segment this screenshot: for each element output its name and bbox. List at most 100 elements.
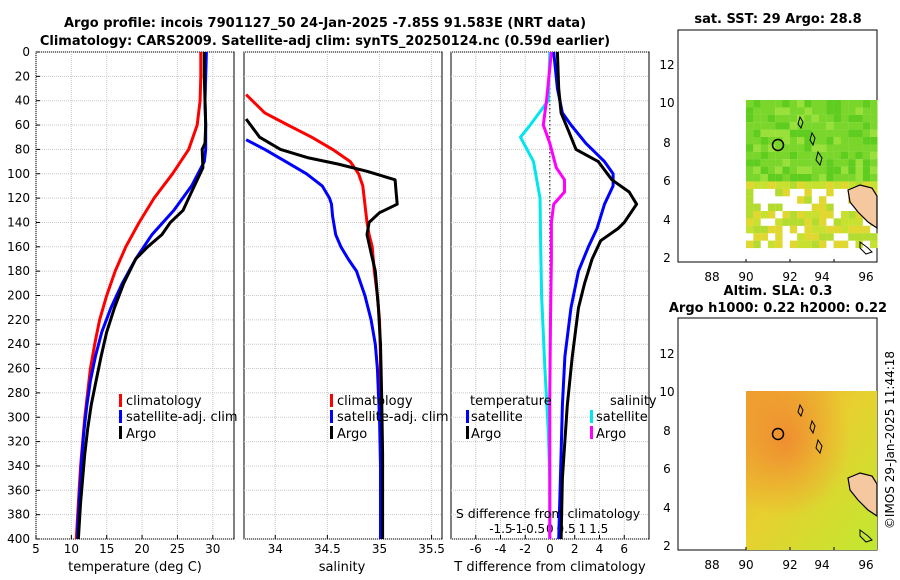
sst-cell — [767, 107, 776, 115]
sst-cell — [753, 144, 761, 152]
sst-map-island — [859, 241, 873, 255]
sla-x-tick-label: 96 — [858, 558, 873, 572]
sla-map-field-highlight — [746, 391, 877, 550]
depth-tick-label: 340 — [7, 459, 30, 473]
sst-cell — [855, 211, 863, 219]
sst-cell — [797, 211, 805, 219]
salinity-series-satellite-adj-clim — [245, 138, 382, 539]
sst-map-cells — [746, 100, 878, 249]
legend-label-climatology: climatology — [337, 394, 413, 409]
sst-cell — [760, 159, 768, 167]
figure-title-line1: Argo profile: incois 7901127_50 24-Jan-2… — [64, 16, 586, 31]
depth-tick-label: 120 — [7, 191, 30, 205]
sst-cell — [826, 114, 834, 123]
legend-title-salinity: salinity — [610, 394, 657, 409]
sst-cell — [789, 240, 798, 249]
sst-cell — [760, 114, 768, 123]
sst-cell — [819, 107, 827, 115]
sst-map-island — [797, 115, 804, 130]
sla-map-island — [815, 438, 823, 455]
sst-cell — [826, 233, 834, 241]
sst-cell — [870, 181, 878, 189]
sst-cell — [819, 181, 827, 189]
sst-cell — [797, 233, 805, 241]
sst-cell — [848, 100, 856, 108]
figure-title-line2: Climatology: CARS2009. Satellite-adj cli… — [40, 34, 610, 49]
sst-cell — [855, 151, 863, 160]
temperature-x-tick-label: 30 — [205, 542, 220, 556]
legend-label-t-argo: Argo — [471, 427, 501, 442]
sst-cell — [819, 166, 827, 175]
sst-cell — [840, 181, 849, 189]
sst-cell — [819, 129, 827, 138]
sla-map-title-line2: Argo h1000: 0.22 h2000: 0.22 — [669, 301, 887, 316]
sst-cell — [775, 114, 783, 123]
sst-cell — [804, 211, 812, 219]
sst-cell — [811, 240, 820, 249]
sst-cell — [797, 174, 805, 182]
sst-cell — [840, 129, 849, 138]
sst-cell — [746, 114, 754, 123]
depth-tick-label: 0 — [22, 45, 30, 59]
sst-cell — [782, 151, 790, 160]
sst-cell — [767, 144, 776, 152]
sst-cell — [804, 196, 812, 204]
sst-cell — [789, 107, 798, 115]
legend-label-t-satellite: satellite — [471, 410, 523, 425]
sst-cell — [767, 122, 776, 130]
sst-cell — [826, 203, 834, 212]
sst-cell — [760, 151, 768, 160]
difference-top-tick-label: 1 — [579, 522, 587, 536]
sst-cell — [775, 188, 783, 197]
sst-cell — [811, 151, 820, 160]
sst-cell — [753, 129, 761, 138]
sst-cell — [746, 129, 754, 138]
sst-cell — [826, 122, 834, 130]
sst-cell — [826, 225, 834, 234]
sst-cell — [819, 137, 827, 145]
sst-cell — [848, 225, 856, 234]
legend-swatch-s-satellite — [590, 410, 593, 423]
sst-cell — [840, 144, 849, 152]
sst-cell — [753, 218, 761, 226]
sst-x-tick-label: 90 — [738, 270, 753, 284]
sst-cell — [833, 144, 841, 152]
sst-cell — [862, 114, 871, 123]
sst-cell — [775, 240, 783, 249]
sst-cell — [819, 174, 827, 182]
sst-cell — [760, 225, 768, 234]
sst-cell — [826, 159, 834, 167]
sst-cell — [760, 122, 768, 130]
sst-map-island — [815, 150, 823, 167]
sst-cell — [811, 225, 820, 234]
sst-cell — [855, 144, 863, 152]
sst-cell — [819, 122, 827, 130]
sst-cell — [826, 151, 834, 160]
sst-cell — [797, 166, 805, 175]
sst-cell — [840, 159, 849, 167]
sst-cell — [848, 129, 856, 138]
sst-cell — [870, 144, 878, 152]
sst-cell — [862, 137, 871, 145]
sst-cell — [855, 174, 863, 182]
sst-cell — [840, 122, 849, 130]
sst-cell — [848, 122, 856, 130]
sst-cell — [746, 166, 754, 175]
sst-y-tick-label: 2 — [663, 251, 671, 265]
sst-cell — [848, 159, 856, 167]
legend-label-satellite: satellite-adj. clim — [126, 410, 238, 425]
sst-cell — [804, 166, 812, 175]
sst-cell — [753, 225, 761, 234]
sst-cell — [789, 129, 798, 138]
sst-cell — [782, 129, 790, 138]
sla-map: 88 90 92 94 96 2 4 6 8 10 12 — [659, 317, 878, 572]
difference-top-tick-label: -0.5 — [522, 522, 545, 536]
sst-cell — [746, 240, 754, 249]
sst-cell — [789, 144, 798, 152]
sla-y-tick-label: 6 — [663, 462, 671, 476]
sst-x-tick-label: 94 — [814, 270, 829, 284]
sst-cell — [862, 159, 871, 167]
sst-cell — [767, 166, 776, 175]
sst-cell — [767, 181, 776, 189]
